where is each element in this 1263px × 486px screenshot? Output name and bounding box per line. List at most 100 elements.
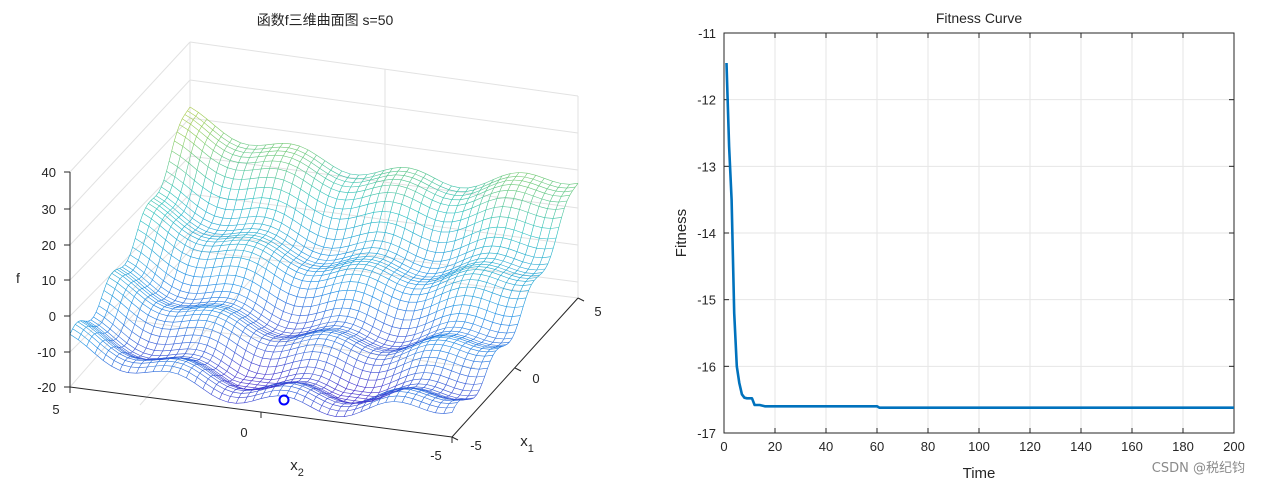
mesh-line	[181, 114, 186, 119]
mesh-line	[395, 185, 399, 194]
mesh-line	[405, 286, 415, 290]
mesh-line	[508, 217, 517, 220]
mesh-line	[293, 374, 297, 380]
mesh-line	[436, 284, 440, 291]
mesh-line	[456, 313, 460, 322]
mesh-line	[216, 163, 220, 173]
mesh-line	[311, 324, 320, 328]
mesh-line	[193, 349, 197, 355]
mesh-line	[411, 334, 415, 341]
mesh-line	[375, 177, 379, 183]
mesh-line	[246, 260, 250, 269]
mesh-line	[112, 317, 116, 325]
mesh-line	[503, 269, 507, 273]
mesh-line	[371, 247, 380, 249]
mesh-line	[192, 313, 201, 315]
mesh-line	[524, 192, 534, 197]
mesh-line	[405, 302, 409, 311]
mesh-line	[370, 212, 374, 223]
mesh-line	[311, 185, 321, 192]
mesh-line	[435, 412, 444, 414]
mesh-line	[310, 385, 319, 390]
mesh-line	[205, 378, 209, 384]
mesh-line	[146, 347, 155, 351]
mesh-line	[187, 106, 191, 111]
mesh-line	[380, 270, 384, 276]
mesh-line	[133, 362, 142, 364]
mesh-line	[323, 246, 333, 249]
mesh-line	[161, 365, 165, 372]
mesh-line	[205, 211, 215, 217]
mesh-line	[202, 388, 212, 395]
mesh-line	[317, 338, 327, 340]
mesh-line	[379, 241, 383, 249]
mesh-line	[130, 282, 140, 291]
mesh-line	[476, 355, 485, 357]
mesh-line	[158, 299, 162, 302]
mesh-line	[279, 243, 283, 247]
mesh-line	[349, 274, 353, 282]
mesh-line	[533, 256, 543, 259]
mesh-line	[514, 324, 518, 333]
mesh-line	[218, 156, 222, 164]
mesh-line	[225, 229, 235, 232]
mesh-line	[135, 260, 139, 267]
mesh-line	[200, 218, 204, 225]
mesh-line	[265, 350, 274, 353]
mesh-line	[353, 324, 362, 329]
mesh-line	[373, 385, 383, 388]
mesh-line	[182, 244, 186, 253]
mesh-line	[379, 370, 388, 373]
mesh-line	[547, 208, 556, 210]
mesh-line	[409, 347, 419, 352]
mesh-line	[118, 347, 128, 354]
mesh-line	[485, 187, 495, 192]
mesh-line	[518, 180, 523, 186]
mesh-line	[203, 231, 207, 235]
mesh-line	[244, 316, 254, 323]
mesh-line	[491, 262, 501, 265]
mesh-line	[497, 264, 501, 268]
mesh-line	[214, 303, 223, 305]
mesh-line	[239, 216, 249, 219]
mesh-line	[422, 300, 426, 310]
mesh-line	[306, 339, 310, 346]
mesh-line	[520, 285, 524, 292]
mesh-line	[232, 239, 241, 241]
mesh-line	[350, 182, 354, 188]
mesh-line	[371, 394, 380, 399]
mesh-line	[218, 140, 228, 147]
mesh-line	[202, 176, 206, 188]
mesh-line	[262, 237, 272, 242]
mesh-line	[154, 350, 163, 352]
mesh-line	[322, 292, 331, 296]
mesh-line	[450, 330, 460, 333]
mesh-line	[435, 406, 439, 413]
mesh-line	[186, 199, 190, 207]
mesh-line	[294, 174, 304, 181]
mesh-line	[331, 188, 340, 192]
mesh-line	[364, 314, 368, 323]
mesh-line	[401, 195, 405, 205]
mesh-line	[252, 308, 262, 316]
mesh-line	[248, 343, 257, 349]
mesh-line	[244, 297, 248, 305]
mesh-line	[331, 332, 340, 335]
mesh-line	[151, 326, 155, 335]
mesh-line	[404, 379, 413, 383]
mesh-line	[264, 216, 274, 220]
mesh-line	[167, 336, 177, 338]
mesh-line	[230, 160, 239, 163]
mesh-line	[149, 279, 153, 285]
mesh-line	[274, 298, 278, 307]
mesh-line	[538, 198, 543, 207]
mesh-line	[200, 313, 210, 316]
mesh-line	[396, 395, 405, 397]
mesh-line	[328, 228, 338, 230]
mesh-line	[304, 382, 314, 386]
mesh-line	[207, 284, 217, 286]
mesh-line	[536, 268, 546, 271]
mesh-line	[208, 297, 212, 303]
mesh-line	[499, 185, 503, 192]
mesh-line	[162, 248, 172, 256]
